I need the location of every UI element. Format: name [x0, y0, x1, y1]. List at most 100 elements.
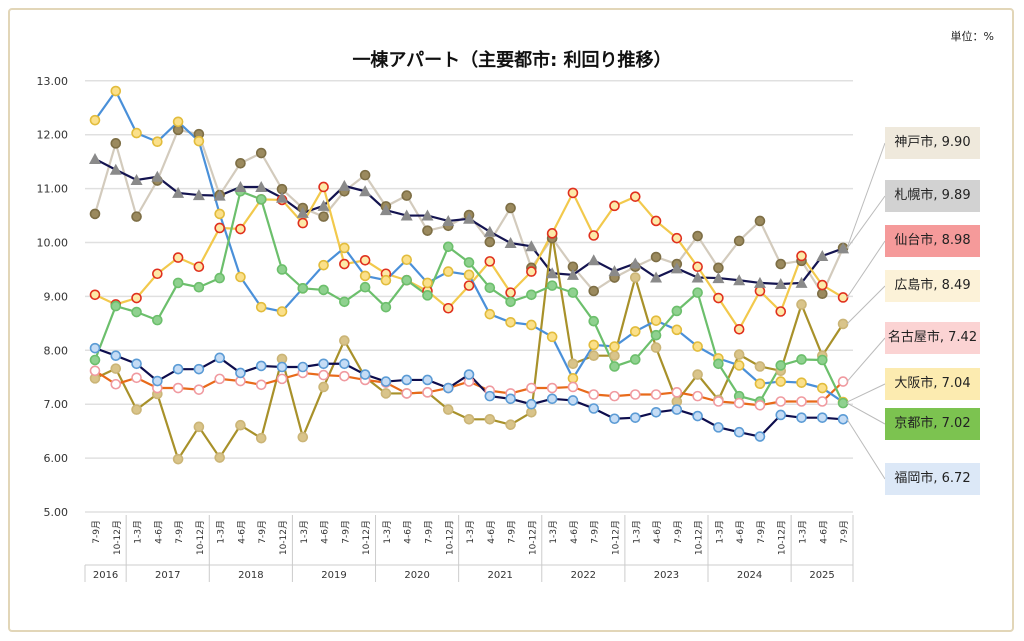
data-point — [816, 396, 828, 407]
data-point — [567, 187, 579, 199]
y-tick-label: 6.00 — [44, 452, 69, 465]
data-point — [276, 191, 289, 203]
data-point — [89, 354, 101, 366]
data-point — [505, 316, 516, 328]
data-point — [505, 287, 516, 298]
data-point — [567, 287, 579, 298]
data-point — [733, 235, 745, 247]
data-point — [89, 114, 101, 126]
data-point — [110, 85, 122, 97]
x-tick-label: 7-9月 — [590, 520, 601, 544]
data-point — [775, 306, 787, 317]
x-tick-label: 1-3月 — [548, 520, 559, 544]
data-point — [713, 422, 724, 433]
data-point — [442, 302, 454, 314]
data-point — [671, 404, 683, 415]
data-point — [546, 228, 558, 239]
data-point — [297, 431, 309, 443]
data-point — [318, 284, 329, 296]
data-point — [650, 342, 662, 353]
data-point — [422, 277, 433, 289]
leader-line — [846, 383, 886, 403]
data-point — [234, 180, 247, 192]
data-point — [525, 240, 538, 252]
data-point — [816, 354, 828, 366]
x-tick-label: 10-12月 — [112, 520, 123, 555]
data-point — [713, 262, 724, 274]
data-point — [339, 335, 350, 346]
data-point — [505, 393, 516, 405]
data-point — [650, 389, 662, 400]
data-point — [837, 318, 849, 330]
data-point — [484, 256, 496, 267]
data-point — [152, 136, 163, 148]
data-point — [463, 369, 475, 380]
data-point — [422, 387, 433, 398]
series-line-大阪市 — [94, 88, 844, 403]
leader-line — [846, 240, 886, 298]
data-point — [546, 393, 558, 405]
data-point — [588, 339, 600, 351]
data-point — [110, 363, 122, 374]
data-point — [463, 212, 476, 224]
year-label: 2019 — [321, 570, 346, 581]
data-point — [276, 264, 288, 275]
leader-line — [846, 285, 886, 325]
data-point — [296, 206, 309, 218]
x-tick-label: 4-6月 — [818, 520, 829, 544]
data-point — [816, 249, 829, 261]
data-point — [214, 352, 225, 364]
data-point — [318, 211, 329, 222]
data-point — [235, 367, 246, 379]
data-point — [546, 267, 559, 279]
data-point — [629, 272, 641, 283]
data-point — [567, 358, 579, 370]
x-tick-label: 4-6月 — [236, 520, 247, 544]
data-point — [235, 223, 246, 235]
data-point — [131, 372, 142, 384]
data-point — [318, 259, 329, 271]
data-point — [526, 398, 537, 410]
data-point — [588, 285, 600, 297]
data-point — [796, 354, 807, 365]
data-point — [359, 270, 371, 282]
data-point — [131, 306, 142, 318]
data-point — [692, 369, 703, 380]
data-point — [235, 271, 246, 283]
x-tick-label: 4-6月 — [403, 520, 414, 544]
data-point — [172, 453, 184, 465]
data-point — [235, 419, 246, 431]
legend-label: 仙台市, 8.98 — [885, 225, 980, 257]
data-point — [442, 241, 454, 253]
data-point — [629, 412, 641, 423]
data-point — [650, 406, 662, 418]
data-point — [89, 365, 101, 377]
data-point — [796, 250, 807, 262]
year-label: 2023 — [654, 570, 679, 581]
x-tick-label: 10-12月 — [694, 520, 705, 555]
x-tick-label: 1-3月 — [133, 520, 144, 544]
data-point — [733, 323, 745, 335]
data-point — [152, 375, 163, 387]
data-point — [89, 289, 101, 301]
y-tick-label: 9.00 — [44, 290, 69, 303]
data-point — [192, 189, 205, 201]
data-point — [670, 262, 683, 274]
data-point — [276, 373, 288, 385]
data-point — [754, 361, 766, 372]
x-tick-label: 7-9月 — [756, 520, 767, 544]
data-point — [193, 363, 205, 375]
data-point — [754, 399, 766, 411]
data-point — [255, 180, 268, 192]
data-point — [422, 374, 433, 386]
data-point — [733, 274, 746, 286]
data-point — [193, 421, 205, 433]
data-point — [629, 354, 641, 365]
leader-line — [846, 142, 886, 249]
data-point — [816, 382, 828, 394]
data-point — [692, 410, 703, 422]
data-point — [193, 384, 205, 395]
x-tick-label: 1-3月 — [382, 520, 393, 544]
data-point — [629, 191, 641, 202]
